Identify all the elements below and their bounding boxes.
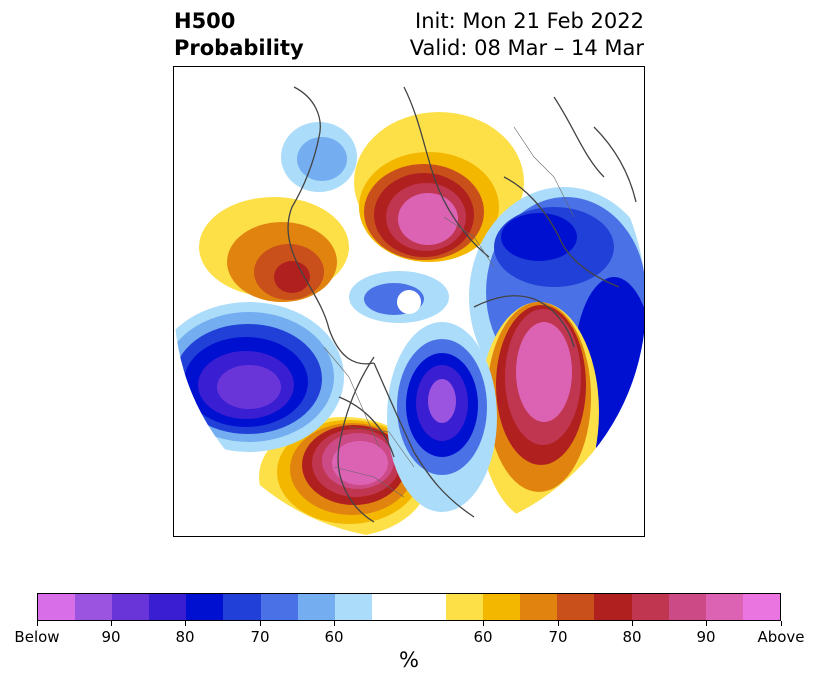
colorbar-tick: [705, 621, 707, 626]
coastlines: [287, 86, 637, 523]
country-borders: [323, 126, 575, 498]
colorbar-tick-label: Above: [757, 628, 805, 646]
colorbar-tick-label: 80: [175, 628, 195, 646]
colorbar-segment: [38, 594, 76, 620]
colorbar-tick: [482, 621, 484, 626]
colorbar-segment: [668, 594, 706, 620]
anomaly-above-siberia: [199, 197, 349, 302]
anomaly-below-arctic: [349, 271, 449, 323]
colorbar-tick-label: 60: [473, 628, 493, 646]
colorbar-tick-label: 70: [250, 628, 270, 646]
anomaly-field: [174, 112, 644, 536]
colorbar-segment: [223, 594, 261, 620]
valid-dates: Valid: 08 Mar – 14 Mar: [409, 36, 644, 60]
colorbar-segment: [75, 594, 113, 620]
probability-map: [173, 66, 645, 537]
init-date: Init: Mon 21 Feb 2022: [415, 9, 644, 33]
colorbar-segment: [260, 594, 298, 620]
units-label: %: [399, 648, 419, 672]
colorbar-segment: [149, 594, 187, 620]
colorbar-segment: [334, 594, 372, 620]
colorbar-tick: [110, 621, 112, 626]
colorbar-tick-label: 80: [622, 628, 642, 646]
colorbar-tick: [631, 621, 633, 626]
colorbar-segment: [557, 594, 595, 620]
forecast-dates: Init: Mon 21 Feb 2022 Valid: 08 Mar – 14…: [410, 8, 644, 62]
colorbar-segment: [631, 594, 669, 620]
anomaly-above-scandinavia: [354, 112, 524, 262]
colorbar-segment: [705, 594, 743, 620]
colorbar-segment: [186, 594, 224, 620]
colorbar-segment: [483, 594, 521, 620]
anomaly-above-alaska: [259, 417, 429, 536]
anomaly-above-atlantic: [479, 302, 599, 522]
colorbar-tick: [184, 621, 186, 626]
colorbar-segment: [446, 594, 484, 620]
colorbar-tick: [780, 621, 782, 626]
title-line-2: Probability: [174, 36, 304, 60]
anomaly-below-hudson: [387, 322, 497, 512]
colorbar-segment: [112, 594, 150, 620]
colorbar-segment: [371, 594, 409, 620]
colorbar-segment: [520, 594, 558, 620]
colorbar-segment: [594, 594, 632, 620]
colorbar: [37, 593, 781, 621]
colorbar-segment: [742, 594, 780, 620]
map-svg: [174, 86, 644, 536]
colorbar-tick: [259, 621, 261, 626]
colorbar-segment: [297, 594, 335, 620]
title-line-1: H500: [174, 9, 236, 33]
colorbar-tick-label: 70: [548, 628, 568, 646]
colorbar-segment: [408, 594, 447, 620]
chart-title: H500 Probability: [174, 8, 304, 62]
colorbar-tick: [333, 621, 335, 626]
colorbar-tick-label: 60: [324, 628, 344, 646]
colorbar-tick: [557, 621, 559, 626]
colorbar-tick-label: Below: [14, 628, 60, 646]
colorbar-tick-label: 90: [696, 628, 716, 646]
colorbar-tick-label: 90: [101, 628, 121, 646]
colorbar-tick: [36, 621, 38, 626]
anomaly-below-asia: [281, 122, 357, 192]
